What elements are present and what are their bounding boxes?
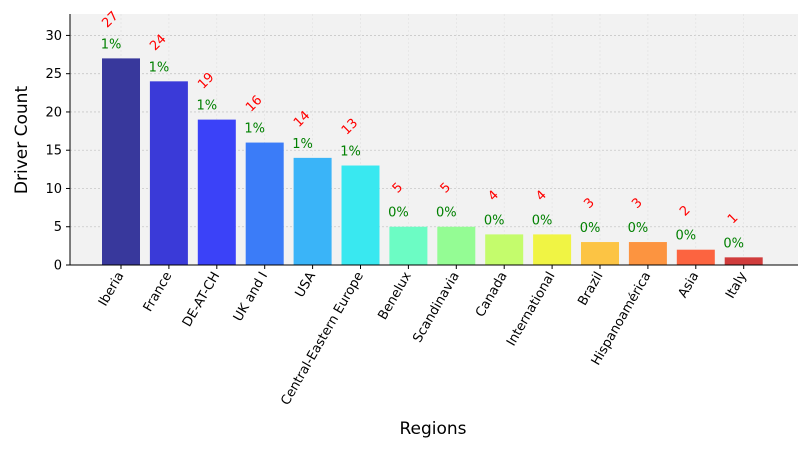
y-tick-label: 25 <box>45 67 62 82</box>
bar-international <box>533 234 572 265</box>
percent-label: 0% <box>388 206 409 221</box>
x-tick-label: Asia <box>676 270 703 301</box>
percent-label: 1% <box>292 137 313 152</box>
x-tick-label: Central-Eastern Europe <box>278 270 367 409</box>
bar-uk-and-i <box>245 142 284 265</box>
x-tick-label: DE-AT-CH <box>180 270 223 330</box>
bar-de-at-ch <box>197 119 236 265</box>
bars <box>102 58 763 265</box>
percent-label: 1% <box>101 37 122 52</box>
bar-scandinavia <box>437 226 476 265</box>
x-tick-label: USA <box>293 269 319 300</box>
percent-label: 0% <box>580 221 601 236</box>
x-ticks: Iberia France DE-AT-CH UK and I USACentral-E… <box>96 265 750 408</box>
y-tick-label: 15 <box>45 144 62 159</box>
bar-benelux <box>389 226 428 265</box>
bar-brazil <box>581 242 619 265</box>
bar-italy <box>724 257 763 265</box>
y-ticks: 0 5 10 15 20 25 30 <box>45 29 70 274</box>
plot-area <box>70 14 798 265</box>
bar-hispanoam-rica <box>628 242 667 265</box>
y-tick-label: 20 <box>45 105 62 120</box>
x-tick-label: France <box>141 270 176 315</box>
percent-label: 1% <box>340 145 361 160</box>
bar-central-eastern-europe <box>341 165 380 265</box>
x-axis-title: Regions <box>399 419 466 439</box>
y-tick-label: 10 <box>45 182 62 197</box>
x-tick-label: Brazil <box>575 270 606 309</box>
bar-iberia <box>102 58 140 265</box>
percent-label: 1% <box>244 122 265 137</box>
x-tick-label: Scandinavia <box>410 270 462 346</box>
percent-label: 1% <box>196 99 217 114</box>
y-tick-label: 30 <box>45 29 62 44</box>
bar-asia <box>676 249 715 265</box>
percent-label: 0% <box>436 206 457 221</box>
y-tick-label: 5 <box>54 220 62 235</box>
percent-labels: 1% 1% 1% 1% 1% 1% 0% 0% 0% 0% 0% 0% 0% 0% <box>101 37 744 251</box>
percent-label: 1% <box>149 60 170 75</box>
percent-label: 0% <box>723 236 744 251</box>
x-tick-label: Italy <box>723 269 750 301</box>
x-tick-label: Benelux <box>376 269 415 322</box>
percent-label: 0% <box>628 221 649 236</box>
x-tick-label: Iberia <box>96 270 127 310</box>
bar-usa <box>293 157 332 265</box>
percent-label: 0% <box>532 213 553 228</box>
x-tick-label: International <box>504 270 558 349</box>
x-tick-label: UK and I <box>231 270 271 325</box>
y-axis-title: Driver Count <box>12 86 32 195</box>
bar-france <box>149 81 188 265</box>
x-tick-label: Canada <box>473 270 511 320</box>
percent-label: 0% <box>484 213 505 228</box>
axes <box>69 14 798 266</box>
y-tick-label: 0 <box>54 259 62 274</box>
bar-canada <box>485 234 524 265</box>
percent-label: 0% <box>675 229 696 244</box>
